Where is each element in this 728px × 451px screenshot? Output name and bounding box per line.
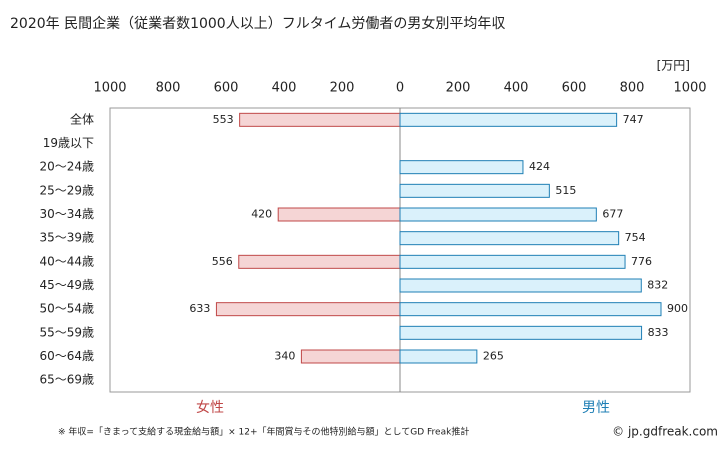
value-label: 900 (667, 302, 688, 315)
x-tick-label: 200 (446, 81, 471, 96)
bar (399, 302, 662, 317)
bar (399, 231, 620, 246)
x-tick-label: 1000 (673, 81, 706, 96)
x-tick-label: 400 (504, 81, 529, 96)
legend-label: 女性 (196, 399, 224, 416)
x-tick-label: 600 (562, 81, 587, 96)
x-tick-label: 600 (214, 81, 239, 96)
bar (238, 254, 401, 269)
legend-label: 男性 (582, 400, 610, 416)
y-tick-label: 25～29歳 (39, 183, 94, 197)
bar (399, 207, 597, 222)
bar (239, 112, 401, 127)
value-label: 747 (623, 113, 644, 126)
value-label: 553 (213, 113, 234, 126)
bar (399, 325, 643, 340)
y-tick-label: 45～49歳 (39, 278, 94, 292)
x-tick-label: 400 (272, 81, 297, 96)
y-tick-label: 55～59歳 (39, 325, 94, 339)
y-tick-label: 50～54歳 (39, 302, 94, 316)
y-tick-label: 35～39歳 (39, 231, 94, 245)
x-tick-label: 0 (396, 81, 404, 96)
value-label: 420 (251, 208, 272, 221)
x-tick-label: 800 (620, 81, 645, 96)
value-label: 776 (631, 255, 652, 268)
value-label: 556 (212, 255, 233, 268)
chart-title: 2020年 民間企業（従業者数1000人以上）フルタイム労働者の男女別平均年収 (10, 15, 505, 32)
y-tick-label: 65～69歳 (39, 373, 94, 387)
bar (215, 302, 401, 317)
y-tick-label: 60～64歳 (39, 349, 94, 363)
x-tick-label: 200 (330, 81, 355, 96)
bar (399, 160, 524, 175)
value-label: 832 (647, 279, 668, 292)
y-tick-label: 30～34歳 (39, 207, 94, 221)
y-tick-label: 19歳以下 (43, 136, 94, 150)
x-tick-label: 1000 (93, 81, 126, 96)
bar (399, 112, 618, 127)
bar (277, 207, 401, 222)
y-tick-label: 20～24歳 (39, 160, 94, 174)
value-label: 515 (555, 184, 576, 197)
value-label: 424 (529, 160, 550, 173)
value-label: 633 (189, 302, 210, 315)
y-tick-label: 40～44歳 (39, 254, 94, 268)
bar (399, 278, 642, 293)
value-label: 754 (625, 231, 646, 244)
unit-label: [万円] (657, 59, 690, 73)
bar (399, 254, 626, 269)
footnote: ※ 年収=「きまって支給する現金給与額」× 12+「年間賞与その他特別給与額」と… (58, 426, 469, 438)
bar (300, 349, 401, 364)
bar (399, 183, 550, 198)
source: © jp.gdfreak.com (612, 425, 718, 439)
value-label: 833 (648, 326, 669, 339)
y-tick-label: 全体 (70, 111, 94, 126)
x-tick-label: 800 (156, 81, 181, 96)
value-label: 265 (483, 350, 504, 363)
bar (399, 349, 478, 364)
value-label: 340 (274, 350, 295, 363)
value-label: 677 (602, 208, 623, 221)
